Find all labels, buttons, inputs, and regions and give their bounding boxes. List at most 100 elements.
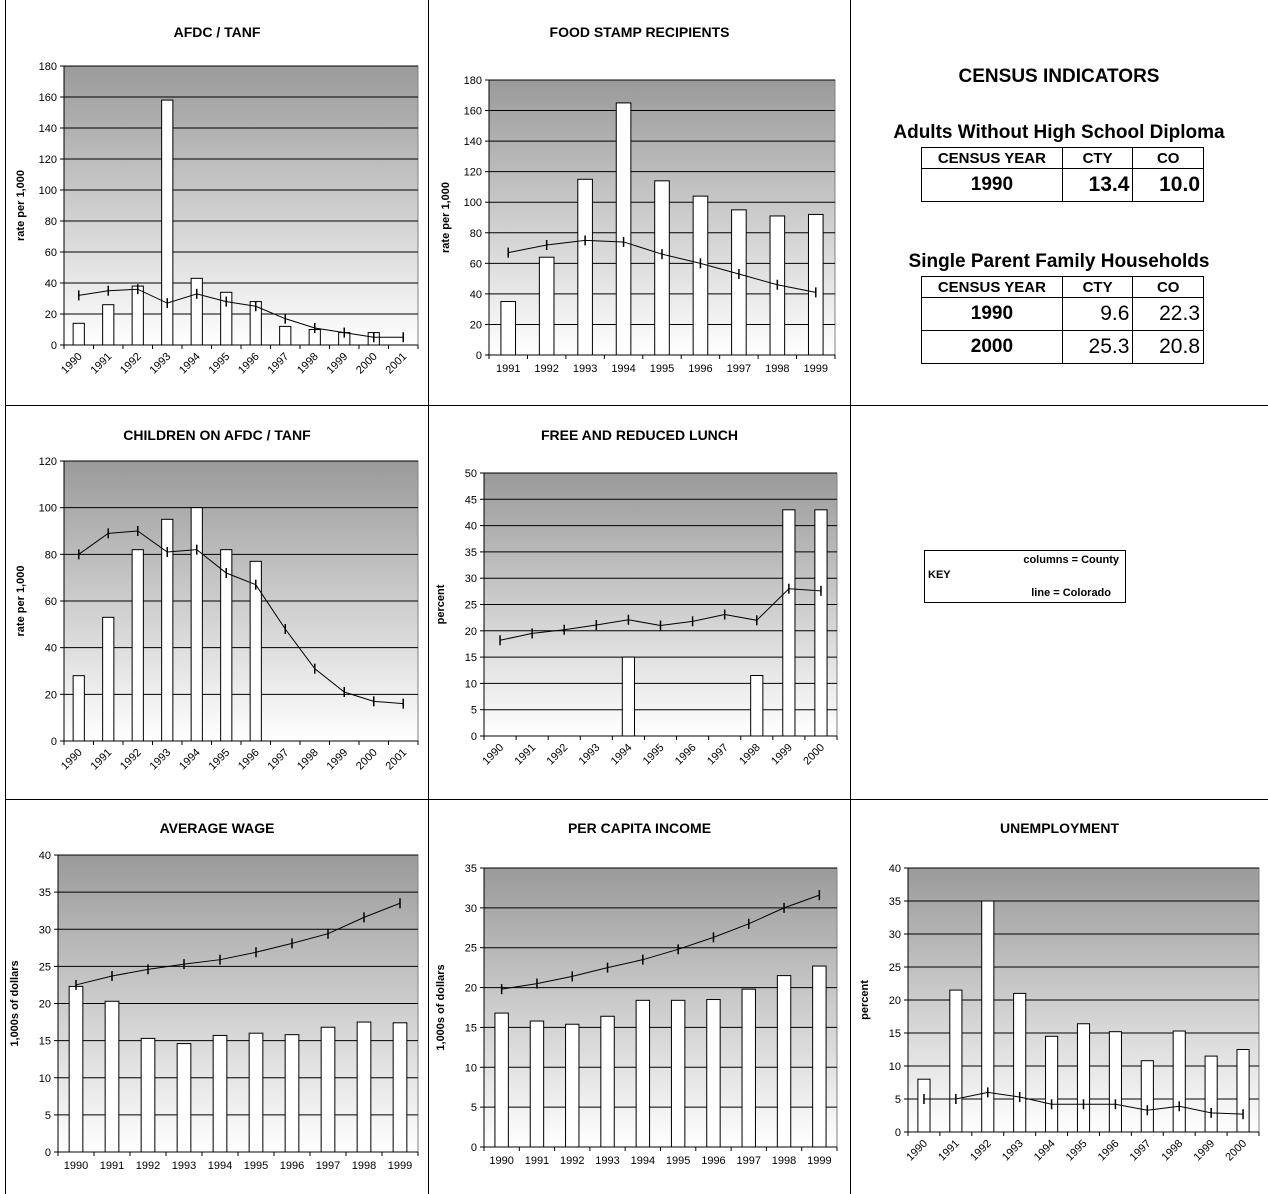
x-tick-label: 1998 — [765, 363, 789, 375]
x-tick-label: 1999 — [388, 1160, 412, 1172]
county-bar — [284, 1034, 300, 1153]
chart-title: CHILDREN ON AFDC / TANF — [123, 427, 311, 443]
x-tick-label: 1999 — [325, 351, 351, 377]
census-title: CENSUS INDICATORS — [958, 66, 1160, 87]
x-tick-label: 2000 — [801, 742, 827, 768]
y-tick-label: 30 — [465, 903, 477, 915]
x-tick-label: 1996 — [236, 747, 262, 773]
legend-key: columns = County KEY line = Colorado — [924, 550, 1126, 603]
header-census-year: CENSUS YEAR — [921, 147, 1063, 169]
x-tick-label: 1997 — [727, 363, 751, 375]
divider — [5, 799, 1268, 800]
x-tick-label: 1998 — [737, 742, 763, 768]
x-tick-label: 1999 — [804, 363, 828, 375]
y-tick-label: 20 — [889, 995, 901, 1007]
x-tick-label: 1994 — [177, 747, 203, 773]
county-bar — [1013, 992, 1027, 1133]
cell-co: 20.8 — [1132, 330, 1204, 364]
x-tick-label: 1997 — [737, 1155, 761, 1167]
county-bar — [68, 985, 84, 1153]
county-bar — [1140, 1060, 1154, 1133]
county-bar — [131, 285, 144, 346]
chart-title: AFDC / TANF — [174, 24, 261, 40]
county-bar — [190, 507, 203, 742]
x-tick-label: 1995 — [207, 747, 233, 773]
x-tick-label: 2001 — [384, 351, 410, 377]
divider — [5, 0, 6, 1194]
county-bar — [72, 322, 85, 346]
y-tick-label: 25 — [39, 961, 51, 973]
x-tick-label: 1996 — [1096, 1138, 1122, 1164]
y-tick-label: 35 — [465, 863, 477, 875]
cell-year: 2000 — [921, 330, 1063, 364]
y-tick-label: 10 — [889, 1061, 901, 1073]
y-tick-label: 80 — [45, 216, 57, 228]
x-tick-label: 1993 — [148, 747, 174, 773]
county-bar — [249, 560, 262, 742]
y-tick-label: 25 — [465, 943, 477, 955]
x-tick-label: 2001 — [384, 747, 410, 773]
y-tick-label: 10 — [465, 678, 477, 690]
county-bar — [1045, 1035, 1059, 1133]
cell-cty: 9.6 — [1061, 297, 1134, 331]
y-tick-label: 30 — [889, 929, 901, 941]
single-parent-table: CENSUS YEAR CTY CO 1990 9.6 22.3 2000 25… — [921, 276, 1204, 364]
x-tick-label: 2000 — [354, 351, 380, 377]
x-tick-label: 1990 — [904, 1138, 930, 1164]
x-tick-label: 1997 — [316, 1160, 340, 1172]
y-tick-label: 60 — [45, 596, 57, 608]
header-cty: CTY — [1061, 147, 1134, 169]
y-tick-label: 160 — [39, 92, 57, 104]
x-tick-label: 1994 — [609, 742, 635, 768]
county-bar — [392, 1022, 408, 1153]
divider — [428, 0, 429, 1194]
x-tick-label: 1996 — [688, 363, 712, 375]
county-bar — [600, 1015, 615, 1148]
y-tick-label: 20 — [465, 983, 477, 995]
x-tick-label: 1997 — [705, 742, 731, 768]
table-row: 1990 13.4 10.0 — [921, 168, 1204, 202]
adults-without-diploma-table: CENSUS YEAR CTY CO 1990 13.4 10.0 — [921, 147, 1204, 202]
county-bar — [981, 900, 995, 1133]
x-tick-label: 1995 — [666, 1155, 690, 1167]
county-bar — [750, 675, 764, 737]
y-tick-label: 60 — [470, 258, 482, 270]
county-bar — [949, 989, 963, 1133]
county-bar — [654, 180, 670, 356]
county-bar — [741, 988, 756, 1148]
county-bar — [776, 975, 792, 1148]
county-bar — [102, 616, 115, 742]
y-tick-label: 60 — [45, 247, 57, 259]
y-tick-label: 160 — [464, 106, 482, 118]
county-bar — [917, 1078, 931, 1133]
key-label: KEY — [928, 569, 951, 581]
county-bar — [72, 675, 85, 742]
y-tick-label: 0 — [51, 340, 57, 352]
x-tick-label: 1997 — [1128, 1138, 1154, 1164]
x-tick-label: 1996 — [701, 1155, 725, 1167]
x-tick-label: 1993 — [1000, 1138, 1026, 1164]
x-tick-label: 1998 — [352, 1160, 376, 1172]
county-bar — [635, 999, 651, 1148]
y-tick-label: 180 — [39, 61, 57, 73]
x-tick-label: 1998 — [295, 351, 321, 377]
county-bar — [812, 965, 827, 1148]
chart-title: AVERAGE WAGE — [160, 820, 275, 836]
x-tick-label: 1992 — [118, 351, 144, 377]
county-bar — [782, 509, 796, 737]
y-tick-label: 20 — [465, 626, 477, 638]
y-tick-label: 0 — [471, 731, 477, 743]
y-tick-label: 80 — [470, 228, 482, 240]
chart-title: PER CAPITA INCOME — [568, 820, 711, 836]
y-tick-label: 40 — [45, 278, 57, 290]
county-bar — [161, 518, 174, 742]
x-tick-label: 1999 — [1191, 1138, 1217, 1164]
y-tick-label: 30 — [465, 573, 477, 585]
y-tick-label: 100 — [464, 197, 482, 209]
y-tick-label: 180 — [464, 75, 482, 87]
y-tick-label: 0 — [476, 350, 482, 362]
x-tick-label: 1994 — [177, 351, 203, 377]
county-bar — [190, 277, 203, 346]
county-bar — [814, 509, 828, 737]
